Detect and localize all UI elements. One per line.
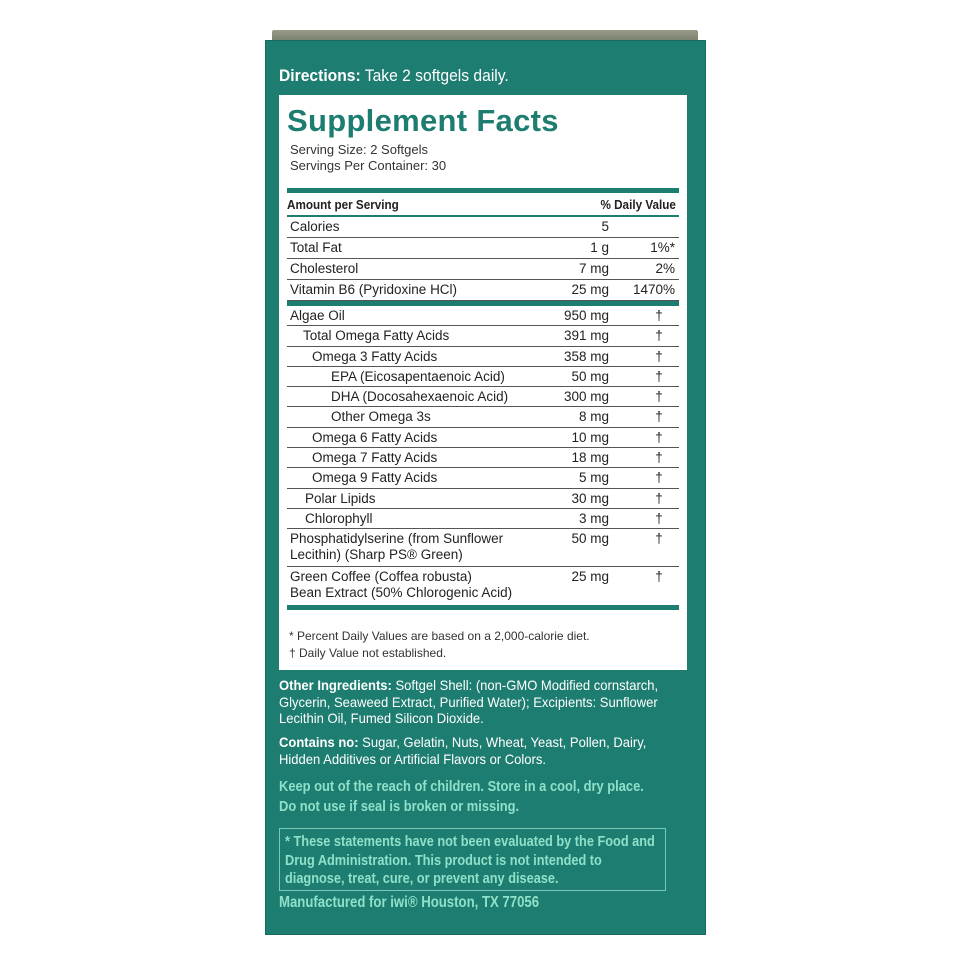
ingredient-dv: † xyxy=(655,510,663,526)
ingredient-dv: † xyxy=(655,450,663,466)
ingredient-amount: 358 mg xyxy=(563,348,609,364)
table-row: Omega 6 Fatty Acids 10 mg † xyxy=(287,428,679,449)
ingredient-dv: † xyxy=(655,490,663,506)
ingredient-amount: 10 mg xyxy=(571,429,609,445)
ingredient-name: Total Omega Fatty Acids xyxy=(303,328,450,344)
warnings: Keep out of the reach of children. Store… xyxy=(279,778,644,815)
nutrient-dv: 1%* xyxy=(650,240,675,255)
name-line: Bean Extract (50% Chlorogenic Acid) xyxy=(290,585,513,601)
table-row: Cholesterol 7 mg 2% xyxy=(287,259,679,280)
table-row: EPA (Eicosapentaenoic Acid) 50 mg † xyxy=(287,367,679,388)
supplement-facts-panel: Supplement Facts Serving Size: 2 Softgel… xyxy=(279,95,687,670)
contains-no: Contains no: Sugar, Gelatin, Nuts, Wheat… xyxy=(279,734,647,767)
directions: Directions: Take 2 softgels daily. xyxy=(279,66,509,85)
table-row: Algae Oil 950 mg † xyxy=(287,306,679,327)
nutrient-name: Cholesterol xyxy=(290,261,359,276)
table-row: Green Coffee (Coffea robusta) Bean Extrac… xyxy=(287,567,679,605)
footnotes: * Percent Daily Values are based on a 2,… xyxy=(289,629,590,660)
ingredient-dv: † xyxy=(655,328,663,344)
divider xyxy=(287,188,679,193)
table-row: Total Omega Fatty Acids 391 mg † xyxy=(287,326,679,347)
nutrient-amount: 1 g xyxy=(590,240,609,255)
ingredient-name: Algae Oil xyxy=(290,308,345,323)
ingredient-name: Omega 9 Fatty Acids xyxy=(312,470,438,486)
name-line: Phosphatidylserine (from Sunflower xyxy=(290,531,504,547)
ingredient-amount: 950 mg xyxy=(563,308,609,323)
nutrient-amount: 7 mg xyxy=(578,261,609,276)
ingredient-name: Green Coffee (Coffea robusta) Bean Extrac… xyxy=(287,569,529,601)
ingredient-dv: † xyxy=(655,470,663,486)
table-row: Omega 9 Fatty Acids 5 mg † xyxy=(287,468,679,489)
nutrient-name: Total Fat xyxy=(290,240,342,255)
serving-info: Serving Size: 2 Softgels Servings Per Co… xyxy=(290,142,447,173)
table-row: Phosphatidylserine (from Sunflower Lecith… xyxy=(287,529,679,568)
name-line: Green Coffee (Coffea robusta) xyxy=(290,569,472,585)
table-row: Total Fat 1 g 1%* xyxy=(287,238,679,259)
product-box-side: Directions: Take 2 softgels daily. Suppl… xyxy=(265,40,706,935)
nutrient-amount: 25 mg xyxy=(571,282,609,297)
nutrient-dv: 1470% xyxy=(632,282,675,297)
table-header: Amount per Serving% Daily Value xyxy=(287,196,676,212)
ingredient-amount: 391 mg xyxy=(563,328,609,344)
ingredient-dv: † xyxy=(655,348,663,364)
ingredient-name: Chlorophyll xyxy=(305,510,373,526)
table-row: DHA (Docosahexaenoic Acid) 300 mg † xyxy=(287,387,679,408)
divider xyxy=(287,215,679,217)
ingredient-amount: 8 mg xyxy=(578,409,609,425)
ingredient-name: Other Omega 3s xyxy=(331,409,431,425)
ingredient-dv: † xyxy=(655,569,663,585)
table-row: Other Omega 3s 8 mg † xyxy=(287,407,679,428)
ingredient-name: Polar Lipids xyxy=(305,490,376,506)
ingredient-name: EPA (Eicosapentaenoic Acid) xyxy=(331,368,505,384)
ingredient-dv: † xyxy=(655,429,663,445)
table-row: Calories 5 xyxy=(287,217,679,238)
ingredient-name: DHA (Docosahexaenoic Acid) xyxy=(331,389,509,405)
ingredient-name: Phosphatidylserine (from Sunflower Lecith… xyxy=(287,531,529,563)
divider xyxy=(287,605,679,611)
table-row: Chlorophyll 3 mg † xyxy=(287,509,679,530)
ingredient-amount: 5 mg xyxy=(578,470,609,486)
ingredient-name: Omega 6 Fatty Acids xyxy=(312,429,438,445)
name-line: Lecithin) (Sharp PS® Green) xyxy=(290,547,463,563)
table-row: Omega 7 Fatty Acids 18 mg † xyxy=(287,448,679,469)
ingredient-dv: † xyxy=(655,389,663,405)
ingredient-amount: 25 mg xyxy=(571,569,609,585)
ingredient-dv: † xyxy=(655,531,663,547)
ingredient-dv: † xyxy=(655,409,663,425)
ingredient-dv: † xyxy=(655,308,663,323)
nutrient-name: Calories xyxy=(290,219,340,234)
manufacturer: Manufactured for iwi® Houston, TX 77056 xyxy=(279,894,540,911)
nutrient-name: Vitamin B6 (Pyridoxine HCl) xyxy=(290,282,458,297)
ingredient-name: Omega 7 Fatty Acids xyxy=(312,450,438,466)
divider xyxy=(287,301,679,306)
table-row: Polar Lipids 30 mg † xyxy=(287,489,679,509)
ingredient-dv: † xyxy=(655,368,663,384)
ingredient-amount: 300 mg xyxy=(563,389,609,405)
fda-disclaimer: * These statements have not been evaluat… xyxy=(279,828,666,891)
ingredient-amount: 3 mg xyxy=(578,510,609,526)
nutrient-amount: 5 xyxy=(601,219,609,234)
ingredient-name: Omega 3 Fatty Acids xyxy=(312,348,438,364)
table-row: Omega 3 Fatty Acids 358 mg † xyxy=(287,347,679,367)
ingredient-amount: 50 mg xyxy=(571,368,609,384)
facts-title: Supplement Facts xyxy=(287,103,559,138)
ingredient-amount: 30 mg xyxy=(571,490,609,506)
facts-table: Amount per Serving% Daily Value Calories… xyxy=(287,188,679,611)
ingredient-amount: 50 mg xyxy=(571,531,609,547)
table-row: Vitamin B6 (Pyridoxine HCl) 25 mg 1470% xyxy=(287,280,679,301)
ingredient-amount: 18 mg xyxy=(571,450,609,466)
nutrient-dv: 2% xyxy=(655,261,675,276)
other-ingredients: Other Ingredients: Softgel Shell: (non-G… xyxy=(279,677,659,726)
